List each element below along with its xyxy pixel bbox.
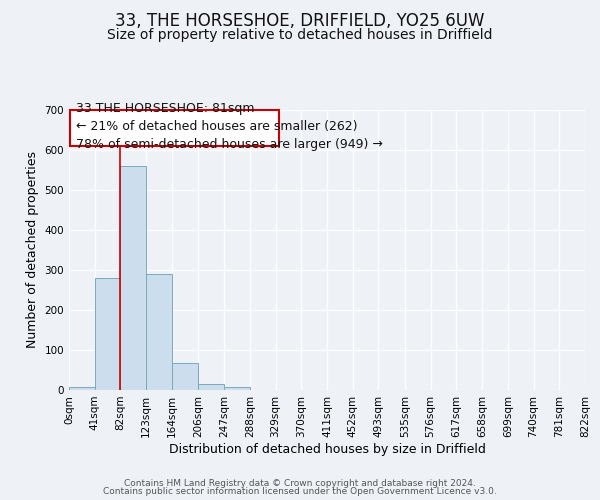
Bar	[146, 274, 172, 390]
Bar	[69, 387, 95, 390]
X-axis label: Distribution of detached houses by size in Driffield: Distribution of detached houses by size …	[169, 442, 485, 456]
Bar	[95, 278, 121, 390]
Bar	[199, 384, 224, 390]
Text: Size of property relative to detached houses in Driffield: Size of property relative to detached ho…	[107, 28, 493, 42]
Bar	[121, 166, 146, 390]
Bar	[224, 387, 250, 390]
Bar	[172, 363, 199, 390]
Text: 33, THE HORSESHOE, DRIFFIELD, YO25 6UW: 33, THE HORSESHOE, DRIFFIELD, YO25 6UW	[115, 12, 485, 30]
Text: Contains public sector information licensed under the Open Government Licence v3: Contains public sector information licen…	[103, 487, 497, 496]
Y-axis label: Number of detached properties: Number of detached properties	[26, 152, 39, 348]
Text: Contains HM Land Registry data © Crown copyright and database right 2024.: Contains HM Land Registry data © Crown c…	[124, 478, 476, 488]
Text: 33 THE HORSESHOE: 81sqm
← 21% of detached houses are smaller (262)
78% of semi-d: 33 THE HORSESHOE: 81sqm ← 21% of detache…	[76, 102, 383, 150]
